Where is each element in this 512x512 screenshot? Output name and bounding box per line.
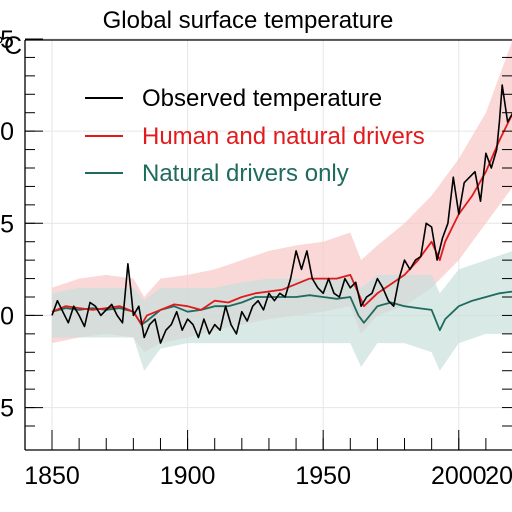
chart-title: Global surface temperature — [103, 7, 394, 34]
x-tick-label: 2000 — [431, 462, 487, 490]
series-lines — [51, 84, 512, 344]
legend-label-observed: Observed temperature — [142, 85, 382, 112]
band-natural-only — [52, 251, 512, 371]
legend-label-natural-only: Natural drivers only — [142, 160, 349, 187]
legend-label-human-natural: Human and natural drivers — [142, 123, 425, 150]
x-tick-label: 2020 — [485, 462, 512, 490]
series-line-observed — [51, 84, 512, 344]
y-tick-label: 1.5 — [0, 26, 14, 54]
x-tick-label: 1850 — [24, 462, 80, 490]
y-tick-label: 1.0 — [0, 118, 14, 146]
x-tick-label: 1900 — [160, 462, 216, 490]
ticks: -0.5 0 0.5 1.0 1.5 1850 1900 1950 20002020 — [0, 26, 512, 490]
legend: Observed temperature Human and natural d… — [85, 85, 425, 187]
y-tick-label: 0 — [0, 302, 14, 330]
uncertainty-bands — [52, 41, 512, 371]
y-unit-label: °C — [0, 32, 22, 60]
plot-area: -0.5 0 0.5 1.0 1.5 1850 1900 1950 20002020 — [0, 26, 512, 490]
x-tick-label: 1950 — [295, 462, 351, 490]
band-human-natural — [52, 41, 512, 353]
y-tick-label: 0.5 — [0, 210, 14, 238]
y-tick-label: -0.5 — [0, 395, 14, 423]
